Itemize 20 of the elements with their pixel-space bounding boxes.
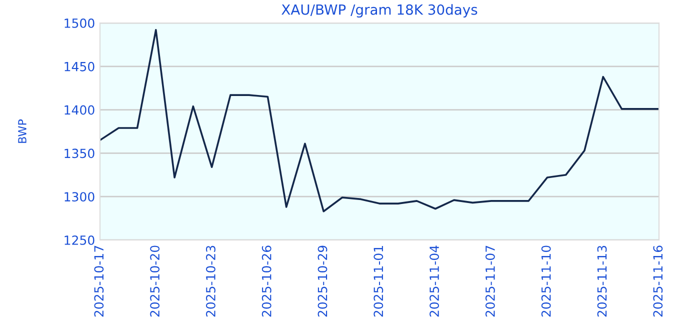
x-tick-label: 2025-11-13 (597, 246, 607, 317)
x-tick-label: 2025-10-26 (262, 246, 272, 317)
x-tick-label: 2025-11-07 (485, 246, 495, 317)
x-tick-label: 2025-10-20 (150, 246, 160, 317)
y-tick-label: 1250 (64, 235, 94, 245)
x-tick-label: 2025-11-04 (430, 246, 440, 317)
x-tick-label: 2025-10-29 (318, 246, 328, 317)
y-tick-label: 1450 (64, 62, 94, 72)
y-tick-label: 1400 (64, 105, 94, 115)
x-tick-label: 2025-10-23 (206, 246, 216, 317)
x-tick-label: 2025-10-17 (94, 246, 104, 317)
x-tick-label: 2025-11-01 (374, 246, 384, 317)
x-tick-label: 2025-11-10 (541, 246, 551, 317)
line-series (100, 29, 659, 212)
x-tick-label: 2025-11-16 (653, 246, 663, 317)
chart-title: XAU/BWP /gram 18K 30days (282, 4, 478, 18)
y-axis-title: BWP (18, 119, 26, 143)
y-tick-label: 1500 (64, 18, 94, 28)
y-tick-label: 1300 (64, 192, 94, 202)
y-tick-label: 1350 (64, 148, 94, 158)
